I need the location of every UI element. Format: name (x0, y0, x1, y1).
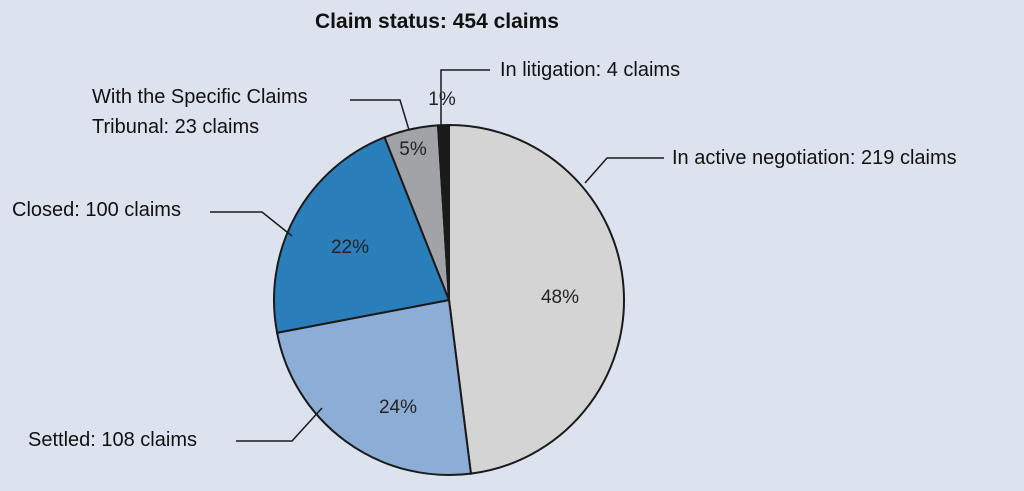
slice-label: Settled: 108 claims (28, 429, 197, 451)
pie-slice (448, 123, 625, 475)
slice-label: Closed: 100 claims (12, 199, 181, 221)
chart-title: Claim status: 454 claims (315, 10, 559, 33)
leader-line (584, 157, 664, 184)
percent-label: 48% (541, 287, 579, 308)
percent-label: 24% (379, 397, 417, 418)
slice-label: In active negotiation: 219 claims (672, 147, 957, 169)
leader-line (350, 99, 410, 131)
leader-line (440, 69, 490, 126)
percent-label: 1% (428, 89, 456, 110)
percent-label: 5% (399, 139, 427, 160)
slice-label: With the Specific Claims Tribunal: 23 cl… (92, 86, 308, 138)
pie-slice (275, 298, 473, 476)
pie-slice (273, 135, 451, 334)
percent-label: 22% (331, 237, 369, 258)
pie-slice (436, 123, 450, 301)
leader-line (210, 211, 293, 237)
leader-line (236, 407, 323, 442)
slice-label: In litigation: 4 claims (500, 59, 681, 81)
